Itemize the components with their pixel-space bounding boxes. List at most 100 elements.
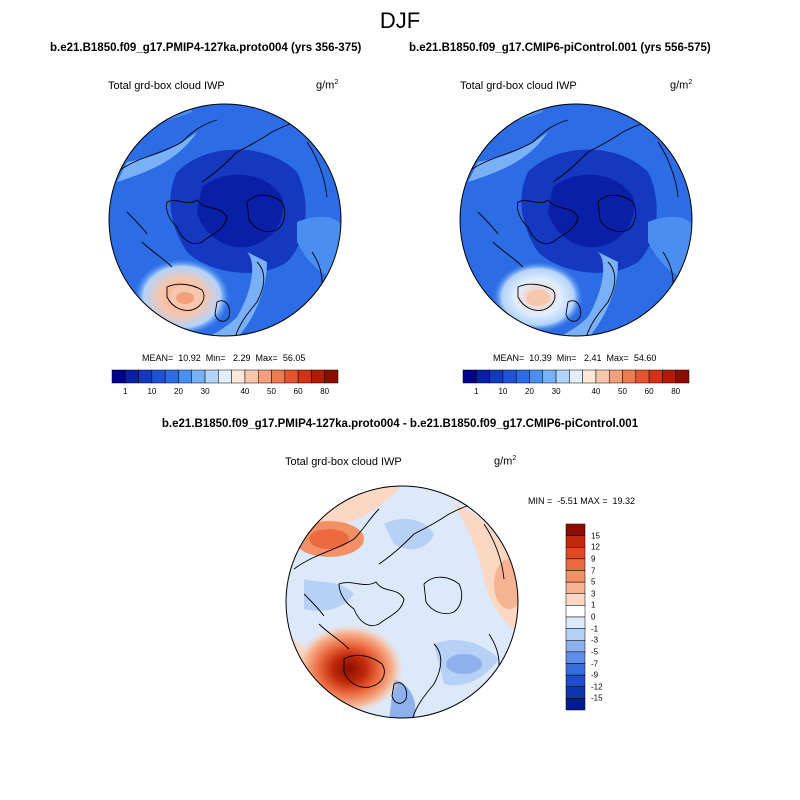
colorbar-swatch [582,369,597,384]
colorbar-swatch [648,369,663,384]
colorbar-swatch [565,605,586,618]
colorbar-swatch [244,369,259,384]
panel2-colorbar-labels: 1 10 20 30 40 50 60 80 [463,387,689,399]
colorbar-swatch [311,369,325,384]
colorbar-swatch [476,369,490,384]
colorbar-swatch [164,369,179,384]
panel2-colorbar-label: 20 [525,387,534,396]
panel3-units: g/m2 [494,455,517,468]
colorbar-swatch [565,686,586,699]
panel2-colorbar-label: 50 [618,387,627,396]
panel3-colorbar-label: -7 [591,659,599,668]
panel1-variable-label: Total grd-box cloud IWP [108,80,225,92]
panel1-colorbar-label: 10 [147,387,157,396]
panel3-colorbar-label: -15 [591,693,603,703]
panel3-variable-label: Total grd-box cloud IWP [285,456,402,468]
colorbar-swatch [297,369,312,384]
colorbar-swatch [555,369,570,384]
panel3-polar-map [285,485,519,719]
panel3-colorbar-label: -5 [591,647,599,657]
colorbar-swatch [662,369,676,384]
colorbar-swatch [515,369,530,384]
panel2-colorbar-label: 40 [591,387,601,396]
colorbar-swatch [178,369,193,384]
colorbar-swatch [595,369,610,384]
panel1-colorbar-label: 40 [240,387,250,396]
panel3-colorbar-label: 12 [591,542,600,552]
panel1-colorbar-labels: 1 10 20 30 40 50 60 80 [112,387,338,399]
colorbar-swatch [138,369,153,384]
panel2-colorbar-label: 1 [474,387,479,396]
panel2-colorbar-label: 60 [644,387,654,396]
colorbar-swatch [324,369,339,384]
panel2-colorbar-label: 10 [498,387,508,396]
colorbar-swatch [257,369,272,384]
colorbar-swatch [565,628,586,641]
colorbar-swatch [675,369,690,384]
colorbar-swatch [231,369,246,384]
panel1-colorbar-label: 80 [320,387,330,396]
colorbar-swatch [565,570,586,583]
colorbar-swatch [565,558,586,571]
panel1-colorbar-label: 30 [200,387,210,396]
panel3-colorbar-label: 9 [591,554,596,564]
panel1-polar-map [108,103,342,337]
panel3-colorbar-label: 3 [591,589,596,599]
panel3-stats: MIN = -5.51 MAX = 19.32 [528,496,636,506]
panel2-colorbar-label: 30 [551,387,561,396]
panel3-colorbar-label: 15 [591,531,600,541]
colorbar-swatch [502,369,517,384]
panel1-stats: MEAN= 10.92 Min= 2.29 Max= 56.05 [142,353,306,363]
colorbar-swatch [565,581,586,594]
colorbar-swatch [489,369,504,384]
colorbar-swatch [529,369,544,384]
colorbar-swatch [565,593,586,606]
panel3-colorbar-label: -12 [591,682,603,692]
colorbar-swatch [284,369,299,384]
colorbar-swatch [565,640,586,653]
panel1-colorbar [111,369,339,384]
figure-title: DJF [379,8,421,33]
panel1-colorbar-label: 50 [267,387,276,396]
colorbar-swatch [218,369,232,384]
colorbar-swatch [151,369,166,384]
colorbar-swatch [565,616,586,629]
panel2-colorbar [462,369,690,384]
panel2-stats: MEAN= 10.39 Min= 2.41 Max= 54.60 [493,353,657,363]
panel3-colorbar-label: -3 [591,635,599,645]
colorbar-swatch [565,651,586,664]
colorbar-swatch [271,369,286,384]
panel2-units: g/m2 [670,79,693,92]
colorbar-swatch [542,369,557,384]
colorbar-swatch [111,369,126,384]
colorbar-swatch [565,663,586,676]
colorbar-swatch [565,523,586,536]
colorbar-swatch [565,674,586,687]
colorbar-swatch [565,535,586,548]
colorbar-swatch [204,369,219,384]
panel1-colorbar-label: 60 [293,387,303,396]
panel3-title: b.e21.B1850.f09_g17.PMIP4-127ka.proto004… [161,418,639,430]
panel3-colorbar-labels: 15 12 9 7 5 3 1 0 -1 -3 -5 -7 -9 -12 -15 [591,524,621,710]
panel3-colorbar [565,523,586,711]
panel1-colorbar-label: 1 [123,387,128,396]
panel3-colorbar-label: 7 [591,566,596,575]
colorbar-swatch [125,369,139,384]
colorbar-swatch [565,547,586,560]
colorbar-swatch [569,369,583,384]
panel1-units: g/m2 [316,79,339,92]
colorbar-swatch [191,369,206,384]
panel3-colorbar-label: 0 [591,612,596,622]
colorbar-swatch [635,369,650,384]
panel3-colorbar-label: 5 [591,577,596,587]
panel2-polar-map [459,103,693,337]
panel1-title: b.e21.B1850.f09_g17.PMIP4-127ka.proto004… [50,42,362,54]
panel2-colorbar-label: 80 [671,387,681,396]
colorbar-swatch [608,369,623,384]
panel3-colorbar-label: -1 [591,624,599,634]
panel3-colorbar-label: 1 [591,600,596,610]
colorbar-swatch [565,698,586,711]
panel3-colorbar-label: -9 [591,670,599,680]
panel1-colorbar-label: 20 [174,387,183,396]
panel2-variable-label: Total grd-box cloud IWP [460,80,577,92]
